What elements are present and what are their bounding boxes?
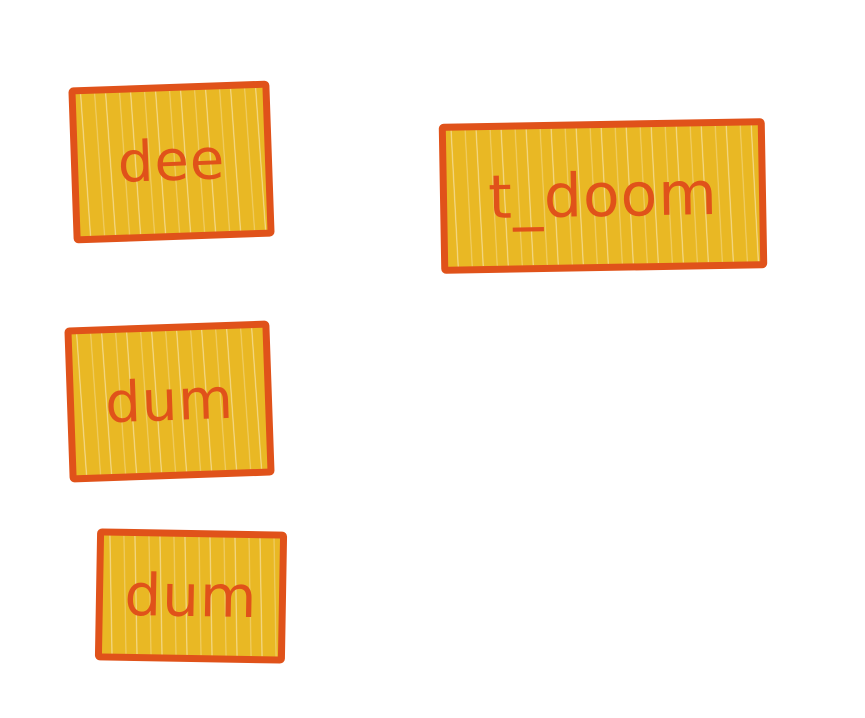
box-label: dee bbox=[116, 127, 227, 196]
label-box-t-doom: t_doom bbox=[438, 118, 768, 274]
label-box-dee: dee bbox=[68, 80, 275, 244]
box-label: dum bbox=[123, 560, 259, 632]
label-box-dum-first: dum bbox=[64, 320, 275, 483]
box-label: dum bbox=[104, 366, 235, 436]
box-label: t_doom bbox=[487, 159, 719, 233]
label-box-dum-second: dum bbox=[94, 528, 288, 664]
